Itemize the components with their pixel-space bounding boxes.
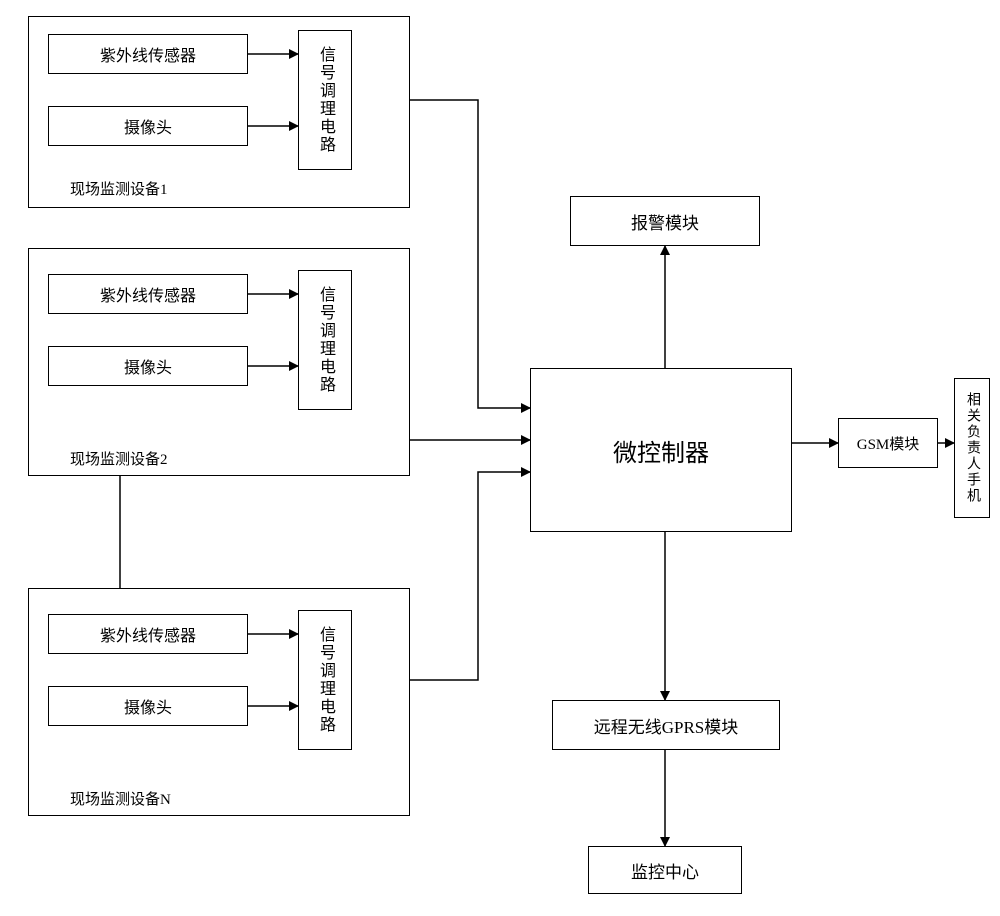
camera-n-label: 摄像头 — [124, 694, 172, 718]
mcu: 微控制器 — [530, 368, 792, 532]
uv-sensor-n: 紫外线传感器 — [48, 614, 248, 654]
gsm-module-label: GSM模块 — [857, 433, 920, 454]
camera-1-label: 摄像头 — [124, 114, 172, 138]
signal-circuit-n: 信号调理电路 — [298, 610, 352, 750]
gprs-module-label: 远程无线GPRS模块 — [594, 713, 739, 738]
monitor-center-label: 监控中心 — [631, 858, 699, 883]
signal-circuit-1-label: 信号调理电路 — [313, 46, 337, 154]
device-1-label: 现场监测设备1 — [70, 178, 168, 199]
gsm-module: GSM模块 — [838, 418, 938, 468]
gprs-module: 远程无线GPRS模块 — [552, 700, 780, 750]
mcu-label: 微控制器 — [613, 433, 709, 468]
uv-sensor-1-label: 紫外线传感器 — [100, 42, 196, 66]
phone: 相关负责人手机 — [954, 378, 990, 518]
monitor-center: 监控中心 — [588, 846, 742, 894]
diagram-canvas: 现场监测设备1 紫外线传感器 摄像头 信号调理电路 现场监测设备2 紫外线传感器… — [0, 0, 1000, 916]
camera-1: 摄像头 — [48, 106, 248, 146]
uv-sensor-2: 紫外线传感器 — [48, 274, 248, 314]
signal-circuit-n-label: 信号调理电路 — [313, 626, 337, 734]
uv-sensor-1: 紫外线传感器 — [48, 34, 248, 74]
uv-sensor-n-label: 紫外线传感器 — [100, 622, 196, 646]
alarm-module-label: 报警模块 — [631, 209, 699, 234]
device-n-label: 现场监测设备N — [70, 788, 171, 809]
alarm-module: 报警模块 — [570, 196, 760, 246]
device-2-label: 现场监测设备2 — [70, 448, 168, 469]
camera-2-label: 摄像头 — [124, 354, 172, 378]
signal-circuit-2: 信号调理电路 — [298, 270, 352, 410]
camera-n: 摄像头 — [48, 686, 248, 726]
phone-label: 相关负责人手机 — [962, 392, 982, 504]
signal-circuit-1: 信号调理电路 — [298, 30, 352, 170]
uv-sensor-2-label: 紫外线传感器 — [100, 282, 196, 306]
camera-2: 摄像头 — [48, 346, 248, 386]
signal-circuit-2-label: 信号调理电路 — [313, 286, 337, 394]
